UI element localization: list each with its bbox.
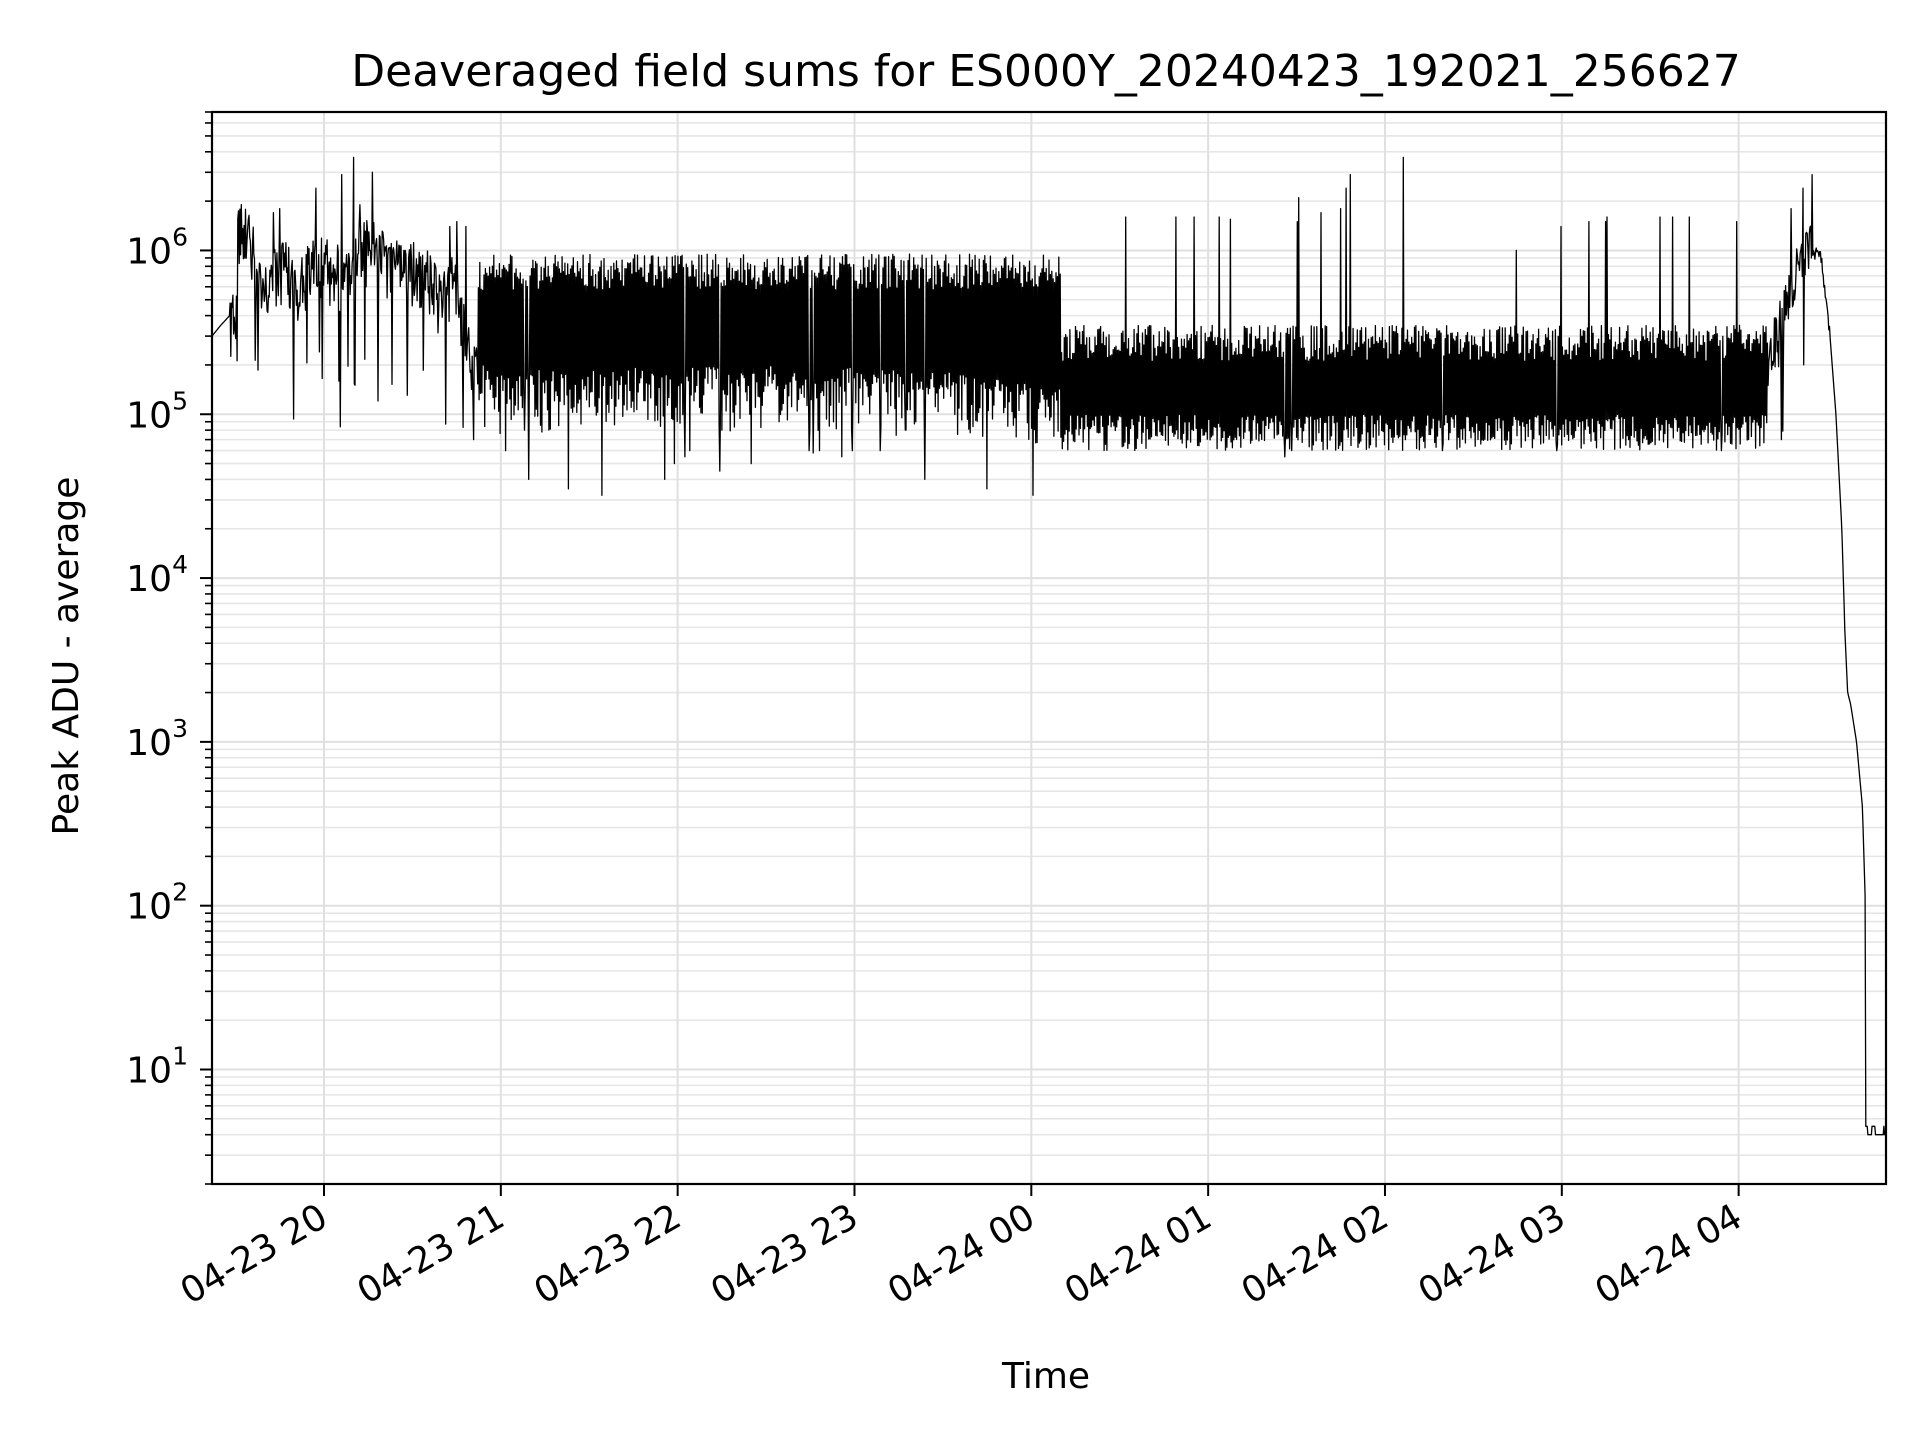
y-tick-base: 10	[126, 231, 172, 272]
y-tick-label: 103	[126, 714, 188, 764]
y-tick-base: 10	[126, 723, 172, 764]
chart-title: Deaveraged field sums for ES000Y_2024042…	[351, 46, 1740, 97]
y-axis-label: Peak ADU - average	[46, 477, 87, 836]
series-line	[211, 156, 1887, 1136]
y-tick-exponent: 1	[172, 1042, 188, 1071]
plot-area	[210, 110, 1888, 1186]
y-tick-label: 105	[126, 386, 188, 436]
x-axis-label: Time	[1001, 1356, 1090, 1397]
y-tick-base: 10	[126, 887, 172, 928]
y-tick-exponent: 6	[172, 222, 188, 251]
y-tick-label: 102	[126, 878, 188, 928]
y-tick-exponent: 4	[172, 550, 188, 579]
y-tick-label: 101	[126, 1042, 188, 1092]
y-tick-exponent: 2	[172, 878, 188, 907]
y-tick-label: 106	[126, 222, 188, 272]
y-tick-base: 10	[126, 1051, 172, 1092]
y-tick-exponent: 3	[172, 714, 188, 743]
y-tick-base: 10	[126, 559, 172, 600]
y-tick-base: 10	[126, 395, 172, 436]
plot-frame	[210, 110, 1888, 1186]
y-tick-exponent: 5	[172, 386, 188, 415]
y-tick-label: 104	[126, 550, 188, 600]
